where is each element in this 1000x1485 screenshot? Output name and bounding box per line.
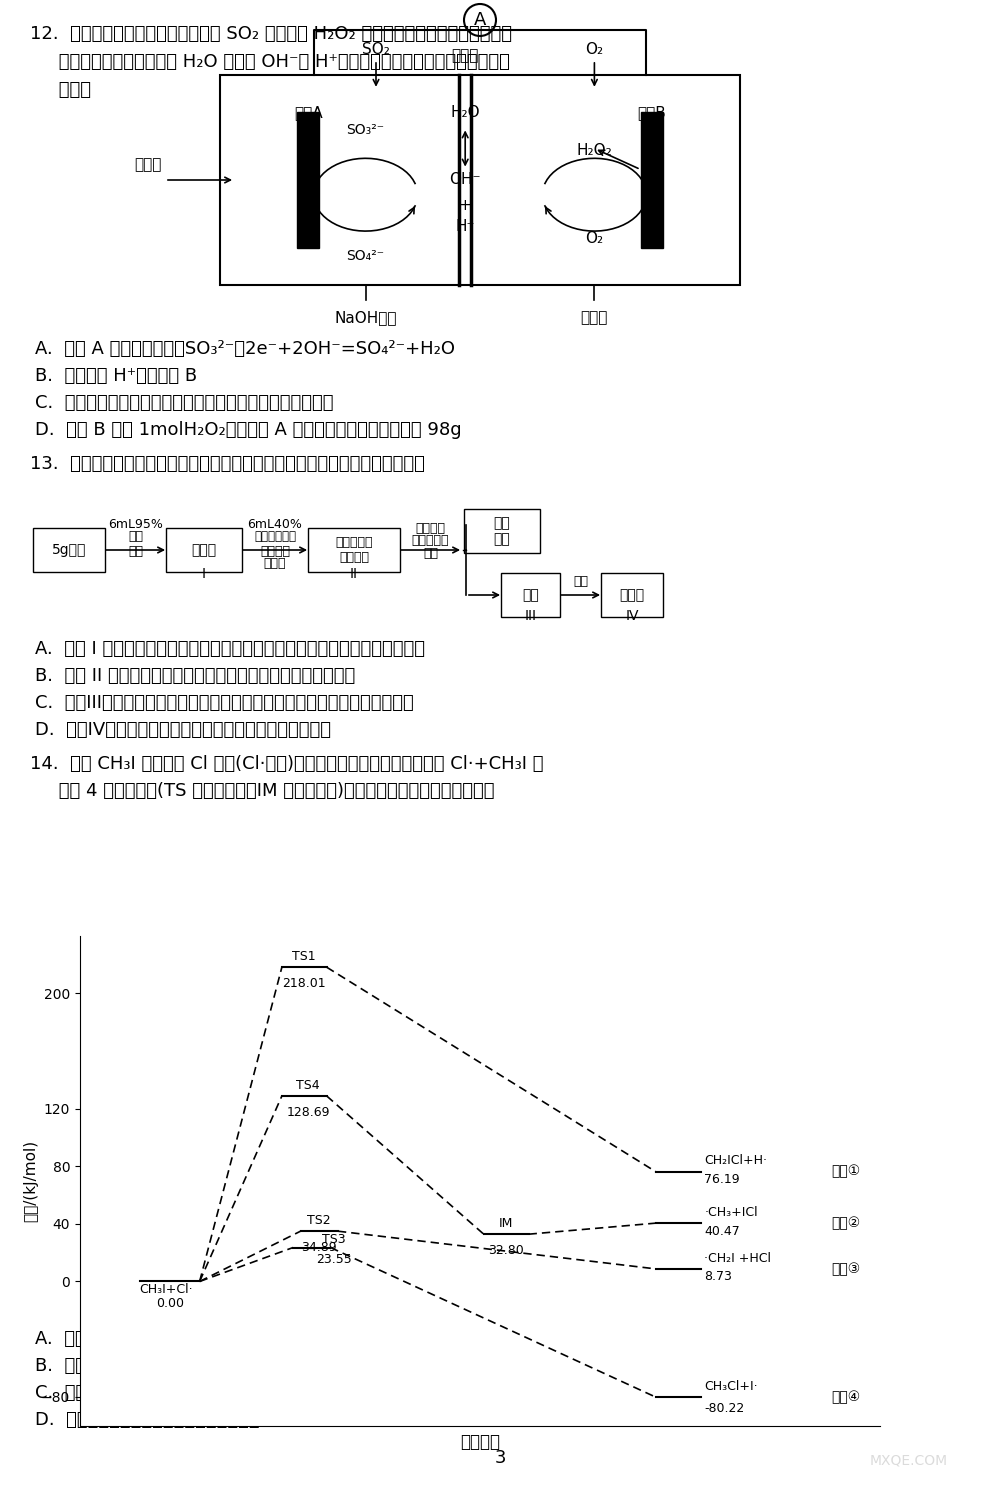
Text: C.  步骤III加入饱和食盐水的目的是降低高级脂肪酸钠的溶解度，使产品析出: C. 步骤III加入饱和食盐水的目的是降低高级脂肪酸钠的溶解度，使产品析出: [35, 693, 414, 711]
Text: 光催化: 光催化: [135, 157, 162, 172]
Text: 路径①: 路径①: [831, 1164, 861, 1179]
Text: 0.00: 0.00: [156, 1298, 184, 1310]
Text: D.  步骤IV可选择焰色试验检验肥皂中的杂质是否洗涤干净: D. 步骤IV可选择焰色试验检验肥皂中的杂质是否洗涤干净: [35, 722, 331, 740]
Text: 6mL40%: 6mL40%: [248, 518, 302, 532]
FancyBboxPatch shape: [641, 111, 663, 248]
Text: H⁺: H⁺: [455, 218, 475, 233]
Text: III: III: [524, 609, 536, 624]
Text: NaOH溶液: NaOH溶液: [334, 310, 397, 325]
Text: D.  电极 B 生成 1molH₂O₂时，电极 A 区域的溶液理论上质量增重 98g: D. 电极 B 生成 1molH₂O₂时，电极 A 区域的溶液理论上质量增重 9…: [35, 422, 462, 440]
Text: 13.  某兴趣小组通过皂化反应制作肥皂，实验流程图如下，下列说法不正确的是: 13. 某兴趣小组通过皂化反应制作肥皂，实验流程图如下，下列说法不正确的是: [30, 454, 425, 474]
FancyBboxPatch shape: [166, 529, 242, 572]
Text: 确的是: 确的是: [30, 82, 91, 99]
FancyBboxPatch shape: [220, 76, 740, 285]
Text: II: II: [350, 567, 358, 581]
Text: B.  步骤 II 可用玻璃棒蘸取反应液滴到热水中判断反应是否完全: B. 步骤 II 可用玻璃棒蘸取反应液滴到热水中判断反应是否完全: [35, 667, 355, 685]
Text: H₂O₂: H₂O₂: [577, 143, 612, 157]
FancyBboxPatch shape: [464, 509, 540, 552]
Text: OH⁻: OH⁻: [449, 172, 481, 187]
Text: A: A: [474, 10, 486, 30]
Text: CH₃I+Cl·: CH₃I+Cl·: [139, 1283, 193, 1296]
Text: 路径②: 路径②: [831, 1216, 861, 1230]
FancyBboxPatch shape: [308, 529, 400, 572]
Text: B.  双极膜中 H⁺移向电极 B: B. 双极膜中 H⁺移向电极 B: [35, 367, 197, 385]
Text: 搅拌并小: 搅拌并小: [260, 545, 290, 558]
Text: 皂化
尾液: 皂化 尾液: [494, 515, 510, 546]
Text: 水洗: 水洗: [573, 575, 588, 588]
Text: 路径③: 路径③: [831, 1262, 861, 1276]
Text: CH₂ICl+H·: CH₂ICl+H·: [704, 1154, 767, 1167]
Text: CH₃Cl+I·: CH₃Cl+I·: [704, 1380, 758, 1393]
Text: C.  反应较短时间时，路径④产物的选择性大于路径③: C. 反应较短时间时，路径④产物的选择性大于路径③: [35, 1384, 312, 1402]
Text: A.  步骤 I 加入乙醇的目的是使猪油与氢氧化钠溶液能充分接触，加快反应速率: A. 步骤 I 加入乙醇的目的是使猪油与氢氧化钠溶液能充分接触，加快反应速率: [35, 640, 425, 658]
Text: 作用下，双极膜中间层的 H₂O 解离为 OH⁻和 H⁺，并分别向两极迁移。下列叙述不正: 作用下，双极膜中间层的 H₂O 解离为 OH⁻和 H⁺，并分别向两极迁移。下列叙…: [30, 53, 510, 71]
Text: TS1: TS1: [292, 950, 316, 964]
Text: MXQE.COM: MXQE.COM: [870, 1452, 948, 1467]
Text: 32.80: 32.80: [488, 1244, 524, 1258]
X-axis label: 反应历程: 反应历程: [460, 1433, 500, 1451]
Text: TS3: TS3: [322, 1233, 346, 1246]
Text: SO₄²⁻: SO₄²⁻: [347, 249, 385, 263]
Text: I: I: [202, 567, 206, 581]
Text: 心加热: 心加热: [264, 557, 286, 570]
Text: IM: IM: [499, 1218, 513, 1230]
Text: SO₃²⁻: SO₃²⁻: [347, 123, 385, 137]
Circle shape: [464, 4, 496, 36]
Text: 40.47: 40.47: [704, 1225, 740, 1237]
Text: A.  电极 A 的电极反应式为SO₃²⁻－2e⁻+2OH⁻=SO₄²⁻+H₂O: A. 电极 A 的电极反应式为SO₃²⁻－2e⁻+2OH⁻=SO₄²⁻+H₂O: [35, 340, 455, 358]
FancyBboxPatch shape: [33, 529, 105, 572]
Text: 微热: 微热: [128, 545, 143, 558]
Text: B.  路径②中 CH₃I 与 Cl·反应生成·CH₃ 与 ICl 的过程不是一个基元反应: B. 路径②中 CH₃I 与 Cl·反应生成·CH₃ 与 ICl 的过程不是一个…: [35, 1357, 454, 1375]
Text: 氢氧化钠溶液: 氢氧化钠溶液: [254, 530, 296, 544]
Text: 双极膜: 双极膜: [452, 48, 479, 62]
Text: 76.19: 76.19: [704, 1173, 740, 1187]
Text: ·CH₂I +HCl: ·CH₂I +HCl: [704, 1252, 771, 1265]
Text: 218.01: 218.01: [282, 977, 326, 990]
Text: 饱和食盐水: 饱和食盐水: [412, 535, 449, 546]
Text: C.  将双极膜换成阳离子交换膜，该装置能稳定、持续地工作: C. 将双极膜换成阳离子交换膜，该装置能稳定、持续地工作: [35, 394, 334, 411]
Text: O₂: O₂: [585, 42, 603, 56]
Text: 34.89: 34.89: [301, 1241, 337, 1255]
Text: +: +: [459, 198, 472, 212]
Text: TS4: TS4: [296, 1078, 320, 1091]
Text: -80.22: -80.22: [704, 1402, 745, 1415]
Text: 6mL95%: 6mL95%: [108, 518, 163, 532]
Text: IV: IV: [625, 609, 639, 624]
Text: ·CH₃+ICl: ·CH₃+ICl: [704, 1206, 758, 1219]
Text: O₂: O₂: [585, 232, 603, 247]
Text: 皂基: 皂基: [522, 588, 539, 601]
Text: 稀硫酸: 稀硫酸: [581, 310, 608, 325]
Text: A.  升高温度有利于提高路径①产物的选择性: A. 升高温度有利于提高路径①产物的选择性: [35, 1331, 263, 1348]
Text: TS2: TS2: [307, 1213, 331, 1227]
Text: 混合液: 混合液: [191, 544, 217, 557]
Text: 14.  研究 CH₃I 与自由基 Cl 原子(Cl·表示)的反应有助于保护臭氧层。已知 Cl·+CH₃I 反: 14. 研究 CH₃I 与自由基 Cl 原子(Cl·表示)的反应有助于保护臭氧层…: [30, 754, 544, 774]
Text: 分离: 分离: [423, 546, 438, 560]
Text: 应有 4 条反应路径(TS 表示过渡态，IM 表示中间物)如图所示。下列说法不正确的是: 应有 4 条反应路径(TS 表示过渡态，IM 表示中间物)如图所示。下列说法不正…: [30, 783, 494, 800]
FancyBboxPatch shape: [501, 573, 560, 616]
Text: 乙醇: 乙醇: [128, 530, 143, 544]
Text: 粗肥皂: 粗肥皂: [619, 588, 645, 601]
Text: D.  四个反应路径都涉及极性键的断裂与生成: D. 四个反应路径都涉及极性键的断裂与生成: [35, 1411, 260, 1429]
Text: 电极B: 电极B: [637, 105, 666, 120]
FancyBboxPatch shape: [297, 111, 319, 248]
Text: 黄棕色黏稠
状反应液: 黄棕色黏稠 状反应液: [335, 536, 373, 564]
Text: 12.  我国科研人员利用下图装置实现 SO₂ 的脱除与 H₂O₂ 的制备耦合，协同转化。在电场: 12. 我国科研人员利用下图装置实现 SO₂ 的脱除与 H₂O₂ 的制备耦合，协…: [30, 25, 512, 43]
Text: 5g猪油: 5g猪油: [52, 544, 86, 557]
Text: 23.55: 23.55: [316, 1253, 352, 1267]
Text: 电极A: 电极A: [294, 105, 323, 120]
Text: 128.69: 128.69: [286, 1106, 330, 1120]
FancyBboxPatch shape: [601, 573, 663, 616]
Y-axis label: 能量/(kJ/mol): 能量/(kJ/mol): [23, 1139, 38, 1222]
Text: 路径④: 路径④: [831, 1390, 861, 1405]
Text: SO₂: SO₂: [362, 42, 390, 56]
Text: 如适量热: 如适量热: [416, 523, 446, 535]
Text: 8.73: 8.73: [704, 1270, 732, 1283]
Text: H₂O: H₂O: [450, 105, 480, 120]
Text: 3: 3: [494, 1449, 506, 1467]
